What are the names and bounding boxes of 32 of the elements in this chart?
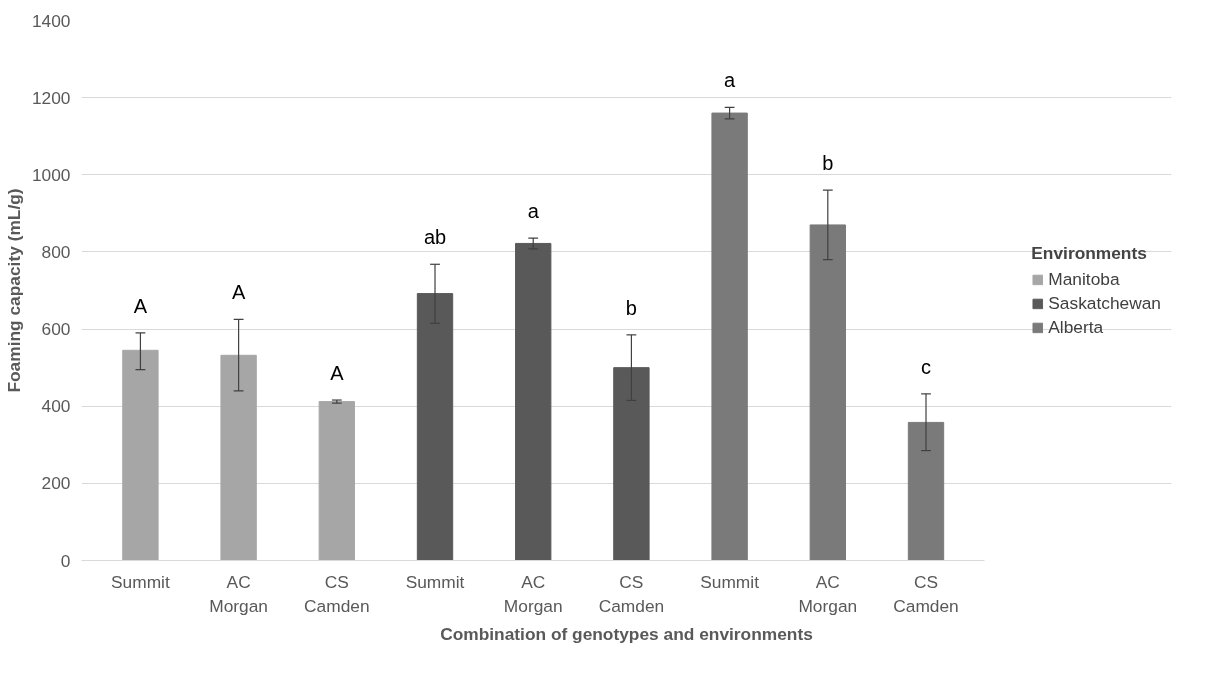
legend-label: Saskatchewan [1048, 292, 1161, 314]
y-axis-title: Foaming capacity (mL/g) [3, 188, 24, 393]
y-tick-label: 600 [41, 319, 71, 340]
x-tick-label: AC Morgan [503, 571, 563, 616]
y-tick-label: 200 [41, 473, 71, 494]
x-tick-label: Summit [405, 571, 465, 592]
y-tick-label: 1400 [31, 10, 71, 31]
y-tick-label: 0 [60, 550, 71, 571]
annotation: a [724, 69, 737, 92]
annotation: c [921, 355, 931, 378]
x-tick-label: CS Camden [598, 571, 665, 616]
x-tick-label: Summit [111, 571, 170, 592]
annotation: b [822, 152, 834, 175]
annotation: ab [423, 226, 447, 249]
legend-label: Manitoba [1048, 268, 1120, 290]
legend-label: Alberta [1048, 316, 1104, 338]
y-tick-label: 400 [41, 396, 71, 417]
annotation: A [133, 294, 148, 317]
annotation: A [330, 361, 345, 384]
annotation: b [625, 296, 637, 319]
annotation: A [231, 281, 246, 304]
y-tick-label: 800 [41, 241, 71, 262]
annotation: a [527, 199, 540, 222]
x-tick-label: AC Morgan [798, 571, 858, 616]
legend-title: Environments [1031, 242, 1148, 264]
y-tick-label: 1000 [31, 164, 71, 185]
y-tick-label: 1200 [31, 87, 71, 108]
x-tick-label: AC Morgan [209, 571, 269, 616]
x-tick-label: Summit [700, 571, 760, 592]
x-axis-title: Combination of genotypes and environments [440, 623, 813, 644]
x-tick-label: CS Camden [304, 571, 370, 616]
x-tick-label: CS Camden [893, 571, 959, 616]
